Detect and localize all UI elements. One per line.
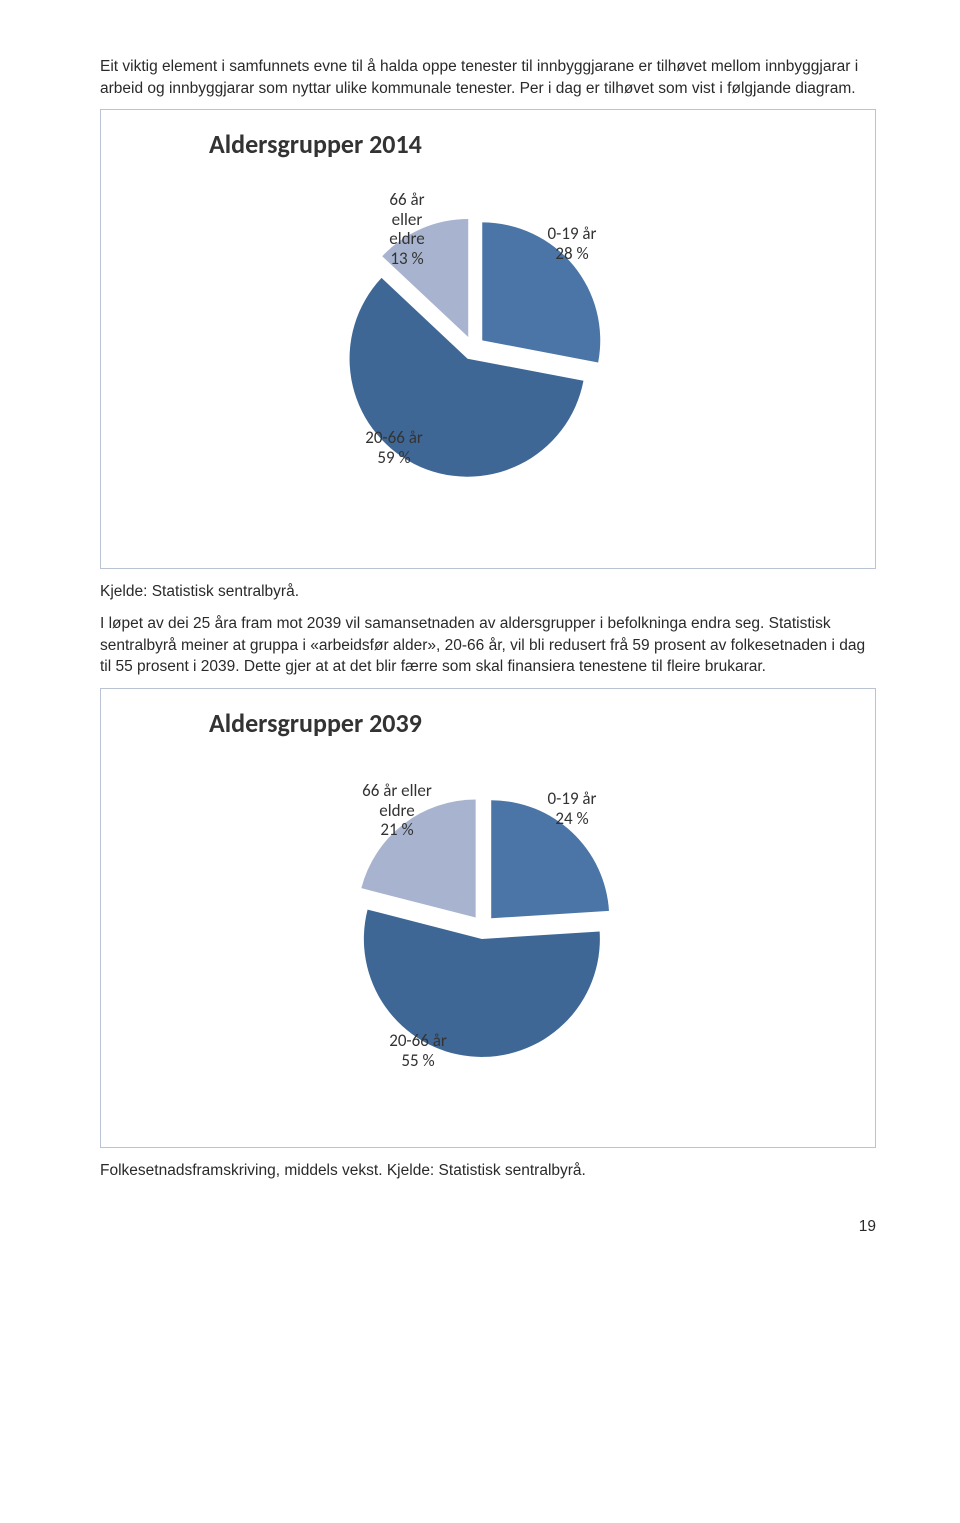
- pie2039-label-elderly: 66 år eller eldre 21 %: [347, 781, 447, 840]
- pie2014-label-young: 0-19 år 28 %: [527, 224, 617, 263]
- chart2-source: Folkesetnadsframskriving, middels vekst.…: [100, 1160, 876, 1182]
- chart-2039-title: Aldersgrupper 2039: [209, 707, 847, 739]
- pie-chart-2039: [273, 759, 703, 1119]
- chart-2014-frame: Aldersgrupper 2014 66 år eller eldre 13 …: [100, 109, 876, 569]
- intro-paragraph: Eit viktig element i samfunnets evne til…: [100, 56, 876, 99]
- page: Eit viktig element i samfunnets evne til…: [0, 0, 960, 1276]
- chart-2014-title: Aldersgrupper 2014: [209, 128, 847, 160]
- pie2014-label-elderly: 66 år eller eldre 13 %: [377, 190, 437, 268]
- chart-2039-frame: Aldersgrupper 2039 66 år eller eldre 21 …: [100, 688, 876, 1148]
- chart-2014-pie: 66 år eller eldre 13 % 0-19 år 28 % 20-6…: [273, 180, 703, 540]
- analysis-paragraph: I løpet av dei 25 åra fram mot 2039 vil …: [100, 613, 876, 678]
- page-number: 19: [100, 1218, 876, 1236]
- pie2039-label-young: 0-19 år 24 %: [527, 789, 617, 828]
- chart1-source: Kjelde: Statistisk sentralbyrå.: [100, 581, 876, 603]
- pie2039-label-working: 20-66 år 55 %: [373, 1031, 463, 1070]
- chart-2039-pie: 66 år eller eldre 21 % 0-19 år 24 % 20-6…: [273, 759, 703, 1119]
- pie2014-label-working: 20-66 år 59 %: [349, 428, 439, 467]
- pie-chart-2014: [273, 180, 703, 540]
